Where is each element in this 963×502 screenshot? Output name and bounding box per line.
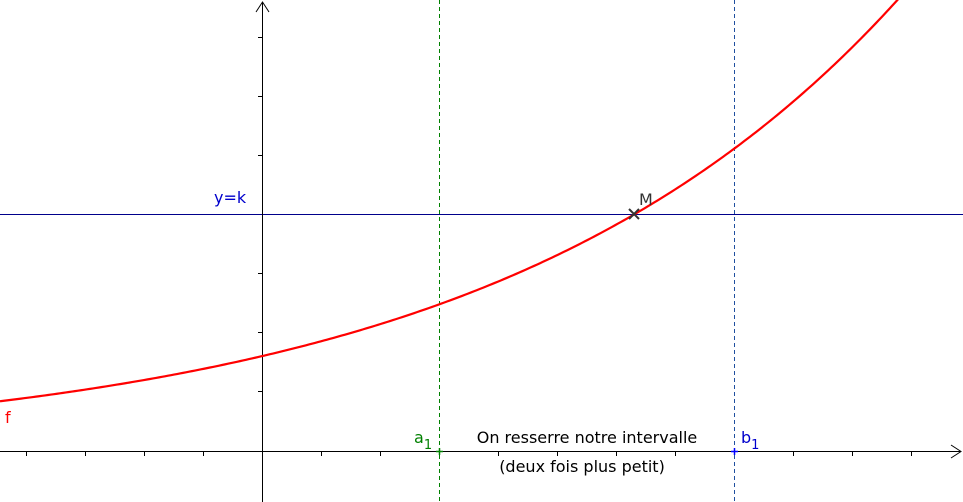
x-axis-ticks [26, 451, 912, 456]
point-a1-marker-icon [436, 448, 443, 455]
curve-label-f: f [5, 408, 11, 427]
curve-f [0, 0, 899, 403]
caption-line-1: On resserre notre intervalle [477, 428, 698, 447]
y-axis-ticks [258, 37, 263, 392]
point-label-a1: a1 [414, 428, 432, 453]
point-label-b1: b1 [741, 428, 759, 453]
line-label-y-equals-k: y=k [214, 188, 247, 207]
point-b1-marker-icon [731, 448, 738, 455]
point-m-marker-icon [628, 208, 640, 220]
y-axis-arrow-icon [255, 1, 270, 13]
x-axis-arrow-icon [950, 444, 962, 459]
point-label-m: M [639, 190, 653, 209]
y-axis [255, 1, 270, 502]
caption-line-2: (deux fois plus petit) [499, 457, 665, 476]
x-axis [0, 444, 962, 459]
